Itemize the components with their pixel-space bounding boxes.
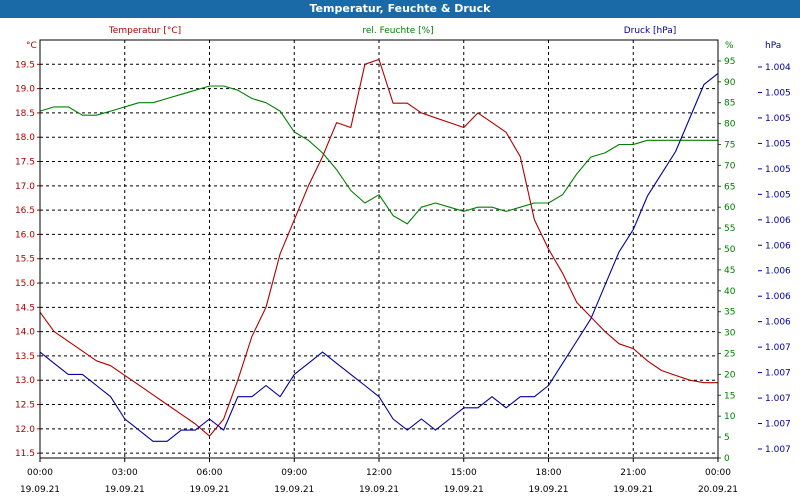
humidity-tick-label: 55 [724, 224, 735, 234]
temperature-tick-label: 19.5 [15, 60, 35, 70]
humidity-tick-label: 65 [724, 182, 735, 192]
x-tick-time: 06:00 [197, 468, 223, 478]
humidity-tick-label: 50 [724, 245, 736, 255]
x-tick-time: 12:00 [366, 468, 392, 478]
humidity-tick-label: 80 [724, 120, 736, 130]
temperature-tick-label: 18.0 [15, 133, 35, 143]
pressure-tick-label: 1.007 [765, 420, 791, 430]
series-pressure-line [39, 72, 719, 442]
pressure-ticks: 1.004 1.005 1.005 1.005 1.005 1.005 1.006 1.006… [758, 63, 791, 455]
pressure-tick-label: 1.007 [765, 445, 791, 455]
temperature-tick-label: 15.0 [15, 279, 35, 289]
temperature-tick-label: 17.0 [15, 182, 35, 192]
x-tick-time: 00:00 [705, 468, 731, 478]
humidity-tick-label: 60 [724, 203, 736, 213]
humidity-tick-label: 70 [724, 161, 736, 171]
temperature-tick-label: 13.5 [15, 352, 35, 362]
humidity-tick-label: 35 [724, 308, 735, 318]
temperature-tick-label: 14.0 [15, 328, 35, 338]
temperature-tick-label: 15.5 [15, 255, 35, 265]
humidity-tick-label: 95 [724, 57, 735, 67]
humidity-ticks: 0 5 10 15 20 25 30 35 40 45 50 55 60 65 70 75 80 85 90 95 [718, 57, 736, 464]
pressure-tick-label: 1.005 [765, 88, 791, 98]
temperature-tick-label: 16.5 [15, 206, 35, 216]
pressure-tick-label: 1.006 [765, 318, 791, 328]
humidity-tick-label: 5 [724, 433, 730, 443]
pressure-tick-label: 1.007 [765, 369, 791, 379]
series-temperature-line [39, 58, 718, 437]
x-tick-date: 19.09.21 [105, 485, 145, 495]
series-lines [39, 58, 719, 442]
x-tick-date: 19.09.21 [189, 485, 229, 495]
humidity-tick-label: 25 [724, 350, 735, 360]
x-ticks: 00:00 19.09.21 03:00 19.09.21 06:00 19.09.21 0… [20, 458, 738, 495]
x-tick-time: 15:00 [451, 468, 477, 478]
x-tick-date: 19.09.21 [274, 485, 314, 495]
humidity-tick-label: 10 [724, 412, 736, 422]
x-tick-time: 21:00 [620, 468, 646, 478]
humidity-tick-label: 90 [724, 78, 736, 88]
temperature-unit: °C [26, 41, 37, 51]
pressure-tick-label: 1.006 [765, 241, 791, 251]
x-tick-date: 19.09.21 [359, 485, 399, 495]
chart-title: Temperatur, Feuchte & Druck [309, 2, 491, 15]
series-humidity-line [39, 85, 718, 225]
x-tick-date: 19.09.21 [528, 485, 568, 495]
temperature-tick-label: 18.5 [15, 109, 35, 119]
pressure-tick-label: 1.006 [765, 216, 791, 226]
humidity-tick-label: 15 [724, 391, 735, 401]
temperature-tick-label: 17.5 [15, 158, 35, 168]
x-tick-time: 09:00 [281, 468, 307, 478]
pressure-tick-label: 1.005 [765, 139, 791, 149]
pressure-tick-label: 1.005 [765, 190, 791, 200]
humidity-tick-label: 20 [724, 370, 736, 380]
temperature-tick-label: 13.0 [15, 376, 35, 386]
humidity-tick-label: 0 [724, 454, 730, 464]
pressure-unit: hPa [765, 41, 781, 51]
pressure-tick-label: 1.006 [765, 267, 791, 277]
pressure-axis-label: Druck [hPa] [624, 26, 677, 36]
humidity-tick-label: 40 [724, 287, 736, 297]
temperature-tick-label: 14.5 [15, 303, 35, 313]
x-tick-date: 19.09.21 [613, 485, 653, 495]
x-tick-time: 18:00 [536, 468, 562, 478]
pressure-tick-label: 1.005 [765, 114, 791, 124]
x-tick-date: 19.09.21 [444, 485, 484, 495]
pressure-tick-label: 1.007 [765, 343, 791, 353]
humidity-tick-label: 75 [724, 141, 735, 151]
pressure-tick-label: 1.006 [765, 292, 791, 302]
pressure-tick-label: 1.004 [765, 63, 791, 73]
temperature-tick-label: 19.0 [15, 85, 35, 95]
temperature-ticks: 11.5 12.0 12.5 13.0 13.5 14.0 14.5 15.0 15.5 16.0… [15, 60, 40, 459]
humidity-tick-label: 45 [724, 266, 735, 276]
humidity-tick-label: 85 [724, 99, 735, 109]
humidity-unit: % [725, 41, 734, 51]
title-bar [0, 0, 800, 18]
temperature-tick-label: 16.0 [15, 230, 35, 240]
humidity-tick-label: 30 [724, 329, 736, 339]
plot-border [39, 39, 719, 459]
temperature-tick-label: 12.0 [15, 425, 35, 435]
temperature-tick-label: 11.5 [15, 449, 35, 459]
pressure-tick-label: 1.007 [765, 394, 791, 404]
humidity-axis-label: rel. Feuchte [%] [362, 26, 433, 36]
x-tick-date: 20.09.21 [698, 485, 738, 495]
x-tick-time: 03:00 [112, 468, 138, 478]
temperature-tick-label: 12.5 [15, 401, 35, 411]
temperature-axis-label: Temperatur [°C] [108, 26, 181, 36]
pressure-tick-label: 1.005 [765, 165, 791, 175]
x-tick-date: 19.09.21 [20, 485, 60, 495]
x-tick-time: 00:00 [27, 468, 53, 478]
